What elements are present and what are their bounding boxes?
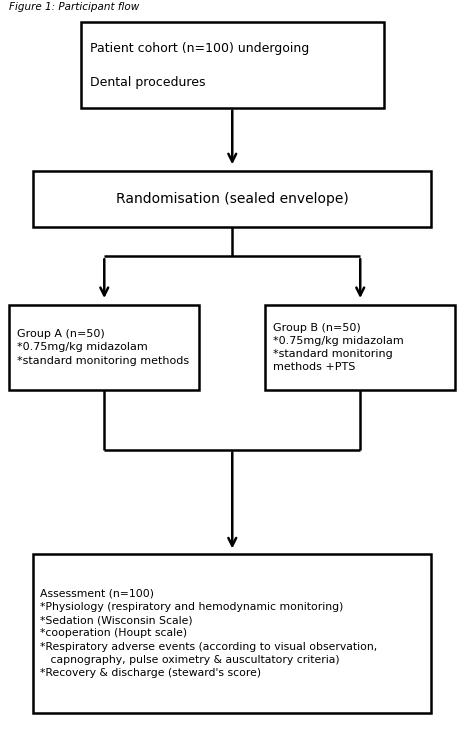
FancyBboxPatch shape (81, 22, 384, 108)
FancyBboxPatch shape (33, 554, 431, 713)
FancyBboxPatch shape (265, 305, 455, 390)
Text: Figure 1: Participant flow: Figure 1: Participant flow (9, 2, 140, 12)
Text: Assessment (n=100)
*Physiology (respiratory and hemodynamic monitoring)
*Sedatio: Assessment (n=100) *Physiology (respirat… (40, 588, 377, 678)
FancyBboxPatch shape (9, 305, 199, 390)
Text: Group B (n=50)
*0.75mg/kg midazolam
*standard monitoring
methods +PTS: Group B (n=50) *0.75mg/kg midazolam *sta… (273, 322, 403, 372)
FancyBboxPatch shape (33, 171, 431, 227)
Text: Patient cohort (n=100) undergoing

Dental procedures: Patient cohort (n=100) undergoing Dental… (90, 42, 310, 88)
Text: Randomisation (sealed envelope): Randomisation (sealed envelope) (116, 192, 349, 206)
Text: Group A (n=50)
*0.75mg/kg midazolam
*standard monitoring methods: Group A (n=50) *0.75mg/kg midazolam *sta… (17, 329, 189, 366)
